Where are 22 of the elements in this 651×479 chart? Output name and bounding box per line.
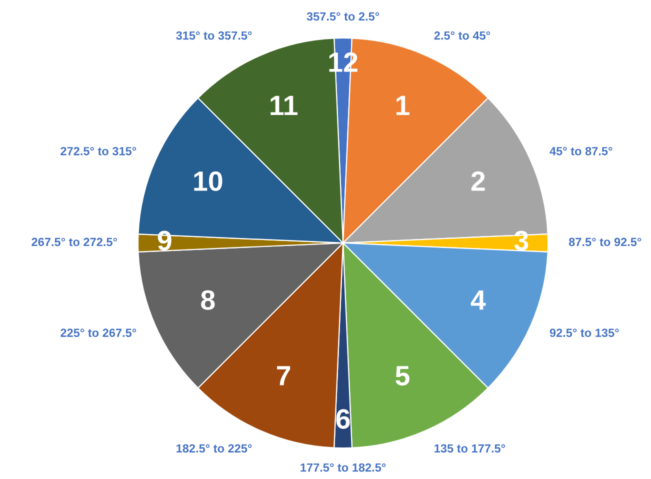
slice-label: 11 xyxy=(270,96,298,116)
slice-label: 7 xyxy=(277,366,290,386)
text: 45° to 87.5° xyxy=(550,146,612,156)
slice-label: 2 xyxy=(471,171,485,191)
slice-label: 9 xyxy=(158,230,172,250)
text: 177.5° to 182.5° xyxy=(300,463,386,472)
text: 92.5° to 135° xyxy=(550,328,619,338)
text: 357.5° to 2.5° xyxy=(306,12,380,21)
text: 182.5° to 225° xyxy=(176,444,252,453)
slice-label: 8 xyxy=(201,290,215,310)
slice-label: 10 xyxy=(194,171,222,191)
text: 267.5° to 272.5° xyxy=(32,238,117,246)
text: 2.5° to 45° xyxy=(434,31,490,40)
text: 315° to 357.5° xyxy=(176,31,252,40)
slice-label: 5 xyxy=(396,366,410,386)
text: 87.5° to 92.5° xyxy=(568,238,642,246)
text: 272.5° to 315° xyxy=(60,146,136,156)
slice-label: 4 xyxy=(470,290,486,310)
slice-label: 6 xyxy=(336,409,350,429)
text: 135 to 177.5° xyxy=(434,444,506,453)
slice-label: 1 xyxy=(396,96,410,116)
text: 225° to 267.5° xyxy=(60,328,136,337)
